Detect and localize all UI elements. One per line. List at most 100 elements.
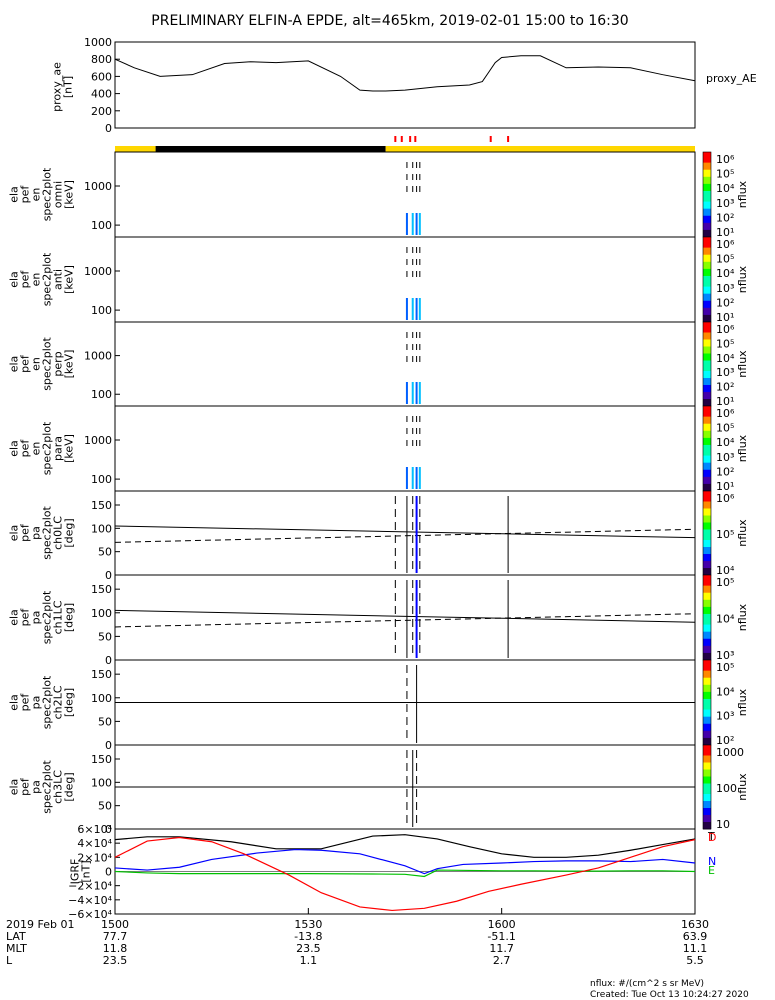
en_para-colorbar-swatch: [703, 427, 711, 432]
pa_ch2-ylabel-line: [deg]: [63, 688, 76, 717]
pa_ch1-ytick-label: 150: [91, 583, 112, 596]
pa_ch0-colorbar-unit: nflux: [736, 519, 749, 547]
en_perp-colorbar-swatch: [703, 395, 711, 400]
pa_ch0-ylabel-line: spec2plot: [41, 506, 54, 560]
pa_ch2-ylabel-line: spec2plot: [41, 675, 54, 729]
pa_ch2-colorbar-label: 10⁵: [716, 661, 734, 674]
state-bar: [115, 146, 695, 152]
pa_ch1-colorbar-swatch: [703, 631, 711, 636]
pa_ch2-colorbar-label: 10²: [716, 734, 734, 747]
igrf-legend-N: N: [708, 855, 716, 868]
pa_ch3-colorbar-label: 1000: [716, 746, 744, 759]
en_anti-ytick-label: 100: [91, 304, 112, 317]
pa_ch1-colorbar-label: 10³: [716, 649, 734, 662]
pa_ch1-lc-solid: [114, 609, 696, 623]
pa_ch0-frame: [114, 490, 696, 576]
axis-lat-value: 63.9: [683, 930, 708, 943]
axis-lat-value: -13.8: [294, 930, 322, 943]
en_para-ytick-label: 100: [91, 473, 112, 486]
pa_ch3-ylabel-line: ch3LC: [52, 770, 65, 804]
footer-units: nflux: #/(cm^2 s sr MeV): [590, 979, 704, 989]
pa_ch2-ytick-label: 100: [91, 692, 112, 705]
state-bar-yellow-1: [115, 146, 156, 152]
pa_ch3-colorbar-swatch: [703, 752, 711, 756]
en_para-ylabel-line: spec2plot: [41, 421, 54, 475]
en_para-colorbar-swatch: [703, 430, 711, 435]
footer-created: Created: Tue Oct 13 10:24:27 2020: [590, 990, 749, 1000]
figure-title: PRELIMINARY ELFIN-A EPDE, alt=465km, 201…: [151, 13, 628, 29]
pa_ch0-colorbar-swatch: [703, 536, 711, 541]
proxy-ae-ytick-label: 0: [105, 122, 112, 135]
pa_ch0-colorbar-swatch: [703, 561, 711, 565]
proxy-ae-ylabel: proxy_ae[nT]: [51, 62, 75, 112]
en_anti-colorbar-swatch: [703, 244, 711, 249]
en_anti-ylabel-line: anti: [52, 269, 65, 290]
en_para-colorbar-swatch: [703, 406, 711, 411]
en_omni-colorbar-swatch: [703, 162, 711, 167]
en_perp-colorbar-swatch: [703, 346, 711, 351]
en_anti-colorbar-unit: nflux: [736, 265, 749, 293]
pa_ch3-colorbar-swatch: [703, 797, 711, 802]
en_perp-colorbar-swatch: [703, 336, 711, 340]
pa_ch2-colorbar-swatch: [703, 677, 711, 682]
proxy-ae-legend: proxy_AE: [706, 72, 757, 85]
igrf-series-E: [114, 869, 696, 878]
en_omni-ylabel-line: [keV]: [63, 180, 76, 209]
en_omni-colorbar-swatch: [703, 215, 711, 220]
en_omni-ytick-label: 1000: [84, 180, 112, 193]
panel-pa_ch3: 0 50 100 150 elapefpaspec2plotch3LC[deg] 1000…: [8, 744, 749, 836]
en_anti-colorbar-swatch: [703, 304, 711, 309]
pa_ch2-colorbar-swatch: [703, 702, 711, 707]
en_omni-ylabel: elapefenspec2plotomni[keV]: [8, 167, 76, 221]
pa_ch2-colorbar-label: 10³: [716, 710, 734, 723]
en_perp-colorbar-swatch: [703, 364, 711, 368]
en_para-colorbar-swatch: [703, 466, 711, 471]
pa_ch3-ylabel-line: pa: [30, 780, 43, 794]
pa_ch1-ylabel-line: [deg]: [63, 603, 76, 632]
pa_ch3-colorbar-frame: [702, 744, 712, 830]
en_para-ylabel-line: ela: [8, 440, 21, 457]
en_perp-colorbar-label: 10³: [716, 366, 734, 379]
pa_ch3-colorbar-swatch: [703, 818, 711, 823]
en_para-ylabel-line: [keV]: [63, 434, 76, 463]
pa_ch3-colorbar-swatch: [703, 762, 711, 767]
en_omni-colorbar-swatch: [703, 187, 711, 192]
pa_ch3-colorbar-unit: nflux: [736, 773, 749, 801]
en_omni-frame: [114, 151, 696, 238]
axis-mlt-value: 11.1: [683, 942, 708, 955]
en_anti-colorbar-swatch: [703, 272, 711, 277]
en_omni-ylabel-line: omni: [52, 181, 65, 208]
en_para-mark-color: [418, 467, 421, 489]
pa_ch0-ylabel-line: pef: [19, 523, 32, 542]
igrf-ylabel: IGRF[nT]: [69, 859, 93, 885]
en_perp-ylabel-line: en: [30, 357, 43, 371]
panel-proxy-ae: 0 200 400 600 800 1000 proxy_AE proxy_ae[nT]: [51, 36, 757, 142]
en_perp-colorbar-swatch: [703, 329, 711, 333]
pa_ch1-colorbar-unit: nflux: [736, 603, 749, 631]
pa_ch2-colorbar-swatch: [703, 684, 711, 689]
pa_ch0-colorbar-swatch: [703, 557, 711, 562]
igrf-ytick-label: 4×10⁴: [77, 837, 112, 850]
pa_ch3-ytick-label: 150: [91, 753, 112, 766]
en_para-ytick-label: 1000: [84, 434, 112, 447]
pa_ch1-colorbar-swatch: [703, 592, 711, 597]
en_anti-ylabel-line: [keV]: [63, 265, 76, 294]
pa_ch2-ylabel-line: ch2LC: [52, 685, 65, 719]
en_omni-ytick-label: 100: [91, 219, 112, 232]
en_perp-colorbar-unit: nflux: [736, 350, 749, 378]
en_anti-colorbar-swatch: [703, 254, 711, 259]
pa_ch0-colorbar-swatch: [703, 512, 711, 516]
pa_ch0-colorbar-swatch: [703, 554, 711, 558]
en_anti-colorbar-swatch: [703, 251, 711, 256]
en_anti-ylabel: elapefenspec2plotanti[keV]: [8, 252, 76, 306]
en_anti-colorbar-swatch: [703, 290, 711, 295]
en_omni-colorbar-label: 10⁶: [716, 153, 735, 166]
pa_ch2-colorbar-swatch: [703, 670, 711, 675]
pa_ch2-colorbar-swatch: [703, 737, 711, 742]
igrf-ytick-label: −6×10⁴: [68, 908, 112, 921]
en_omni-colorbar-swatch: [703, 201, 711, 206]
pa_ch3-ytick-label: 50: [98, 800, 112, 813]
igrf-ytick-label: 2×10⁴: [77, 851, 112, 864]
en_anti-mark-color: [415, 298, 418, 320]
en_omni-ylabel-line: spec2plot: [41, 167, 54, 221]
